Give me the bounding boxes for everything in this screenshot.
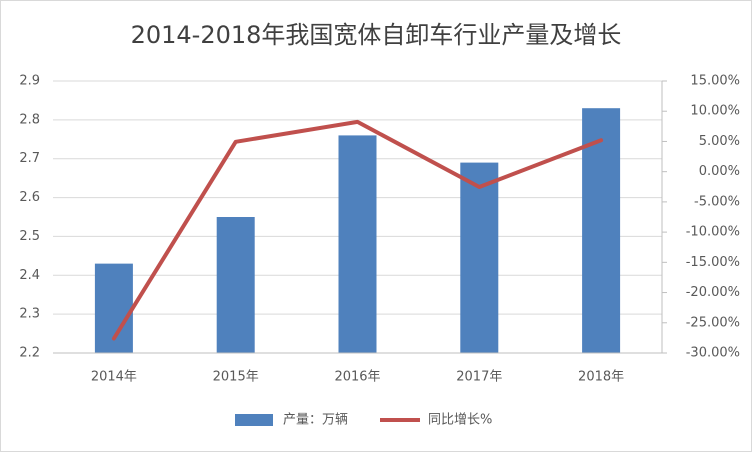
y-tick-label: 2.3 [19, 307, 40, 322]
x-tick-label: 2017年 [456, 370, 502, 385]
chart-title: 2014-2018年我国宽体自卸车行业产量及增长 [131, 21, 622, 49]
x-tick-label: 2018年 [578, 370, 624, 385]
x-tick-label: 2016年 [334, 370, 380, 385]
bar [216, 217, 255, 353]
legend-label: 产量：万辆 [283, 413, 348, 428]
y2-tick-label: -25.00% [686, 315, 740, 330]
y2-tick-label: -10.00% [686, 225, 740, 240]
y-tick-label: 2.5 [19, 229, 40, 244]
y2-tick-label: -30.00% [686, 346, 740, 361]
x-tick-label: 2015年 [213, 370, 259, 385]
line [111, 119, 604, 341]
bar [582, 108, 621, 353]
y2-tick-label: -5.00% [694, 194, 740, 209]
y-tick-label: 2.9 [19, 74, 40, 89]
y-tick-label: 2.8 [19, 112, 40, 127]
y-tick-label: 2.2 [19, 346, 40, 361]
y2-tick-label: -15.00% [686, 255, 740, 270]
bar [338, 135, 377, 353]
y2-tick-label: -20.00% [686, 285, 740, 300]
legend-swatch [235, 414, 273, 426]
x-tick-label: 2014年 [91, 370, 137, 385]
y-tick-label: 2.6 [19, 190, 40, 205]
y2-tick-label: 0.00% [699, 164, 740, 179]
legend-label: 同比增长% [428, 413, 492, 428]
y-tick-label: 2.7 [19, 151, 40, 166]
bar [460, 162, 499, 353]
y2-tick-label: 15.00% [690, 74, 740, 89]
y-tick-label: 2.4 [19, 268, 40, 283]
y2-tick-label: 5.00% [699, 134, 740, 149]
y2-tick-label: 10.00% [690, 104, 740, 119]
